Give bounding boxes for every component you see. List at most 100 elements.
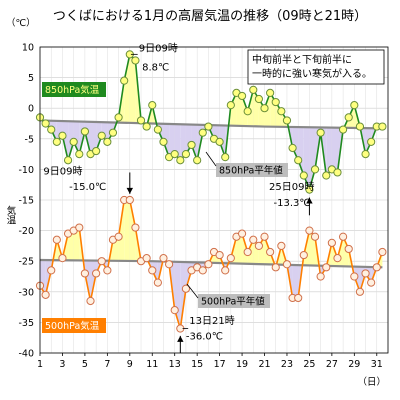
anomaly-fill-850	[230, 92, 237, 126]
data-point-850	[226, 101, 235, 110]
data-point-850	[47, 125, 56, 134]
anomaly-fill-850	[236, 92, 243, 126]
data-point-850	[282, 116, 292, 125]
anomaly-fill-850	[292, 126, 299, 161]
plot-frame	[39, 46, 389, 354]
normal-label-leader	[186, 283, 199, 299]
data-point-850	[322, 171, 331, 180]
data-point-850	[361, 150, 370, 159]
data-point-850	[338, 125, 348, 134]
data-point-500	[86, 296, 95, 306]
data-point-500	[181, 284, 191, 293]
normal-label-text: 850hPa平年値	[219, 165, 283, 177]
data-point-500	[367, 278, 376, 287]
data-point-500	[322, 263, 331, 272]
x-tick-label: 15	[191, 359, 203, 370]
chart-title: つくばにおける1月の高層気温の推移（09時と21時）	[53, 8, 367, 24]
x-tick-label: 27	[326, 359, 338, 370]
data-point-500	[355, 287, 365, 296]
series-label-text: 850hPa気温	[45, 84, 100, 96]
x-tick-label: 31	[371, 359, 383, 370]
data-point-500	[254, 241, 264, 250]
x-tick-label: 1	[37, 359, 43, 370]
annotation-text: 9日09時	[139, 42, 178, 54]
annotation-arrow-head	[306, 197, 313, 204]
data-point-850	[333, 168, 342, 177]
annotation-text: 8.8℃	[142, 62, 169, 73]
annotation-text: -36.0℃	[186, 332, 223, 343]
anomaly-fill-850	[169, 123, 175, 158]
normal-label-box	[198, 294, 270, 308]
note-text: 一時的に強い寒気が入る。	[252, 67, 372, 80]
data-point-500	[97, 257, 106, 266]
data-point-500	[333, 254, 342, 263]
data-point-850	[310, 165, 320, 174]
data-point-850	[344, 113, 353, 122]
anomaly-fill-850	[90, 121, 97, 155]
anomaly-fill-500	[124, 200, 130, 261]
y-axis-label: 気温	[5, 205, 17, 225]
data-point-500	[372, 263, 381, 272]
annotation-text: 9日09時	[43, 165, 82, 177]
data-point-500	[204, 260, 213, 269]
data-point-850	[243, 107, 252, 116]
data-point-850	[237, 91, 247, 101]
data-point-850	[52, 137, 61, 146]
y-unit-label: （℃）	[6, 17, 36, 29]
data-point-850	[215, 137, 224, 146]
data-point-850	[378, 122, 387, 131]
data-point-850	[254, 94, 264, 104]
data-point-850	[305, 185, 314, 194]
data-point-850	[193, 156, 202, 165]
anomaly-fill-850	[62, 121, 69, 161]
x-tick-label: 11	[146, 359, 158, 370]
x-unit-label: （日）	[357, 376, 386, 388]
y-tick-label: -5	[25, 134, 34, 145]
x-tick-label: 3	[59, 359, 65, 370]
data-point-850	[181, 150, 191, 159]
y-tick-label: -10	[18, 165, 34, 176]
y-tick-label: -20	[18, 226, 34, 237]
data-point-500	[58, 254, 67, 263]
data-point-850	[249, 85, 258, 94]
data-point-850	[294, 156, 303, 165]
normal-label-box	[216, 163, 288, 177]
data-point-850	[350, 101, 359, 110]
data-point-500	[153, 278, 162, 287]
data-point-500	[103, 266, 112, 275]
data-point-850	[108, 128, 118, 137]
data-point-500	[237, 229, 247, 238]
annotation-text: 25日09時	[269, 181, 314, 193]
y-tick-label: 10	[22, 43, 34, 54]
data-point-850	[170, 150, 179, 159]
data-point-850	[187, 140, 196, 150]
data-point-850	[260, 104, 269, 113]
data-point-850	[75, 150, 84, 159]
x-tick-label: 21	[258, 359, 270, 370]
data-point-850	[63, 156, 73, 165]
anomaly-fill-500	[118, 200, 125, 261]
note-text: 中旬前半と下旬前半に	[252, 53, 352, 66]
data-point-500	[294, 293, 303, 303]
data-point-500	[170, 306, 179, 315]
data-point-850	[271, 97, 280, 107]
data-point-850	[355, 122, 365, 131]
data-point-500	[41, 290, 50, 299]
y-tick-label: -15	[18, 196, 34, 207]
data-point-500	[378, 247, 387, 257]
data-point-850	[288, 143, 297, 153]
data-point-850	[153, 125, 162, 134]
anomaly-fill-850	[331, 127, 338, 173]
note-box	[247, 49, 385, 85]
data-point-500	[344, 244, 353, 254]
series-label-box	[42, 82, 106, 97]
data-point-500	[299, 250, 308, 260]
data-point-850	[277, 107, 286, 116]
anomaly-fill-850	[129, 54, 136, 124]
y-tick-label: 0	[28, 104, 34, 115]
data-point-850	[159, 137, 168, 146]
data-point-500	[80, 269, 90, 278]
anomaly-fill-850	[326, 127, 332, 176]
data-point-850	[299, 171, 308, 180]
data-point-500	[243, 247, 252, 257]
